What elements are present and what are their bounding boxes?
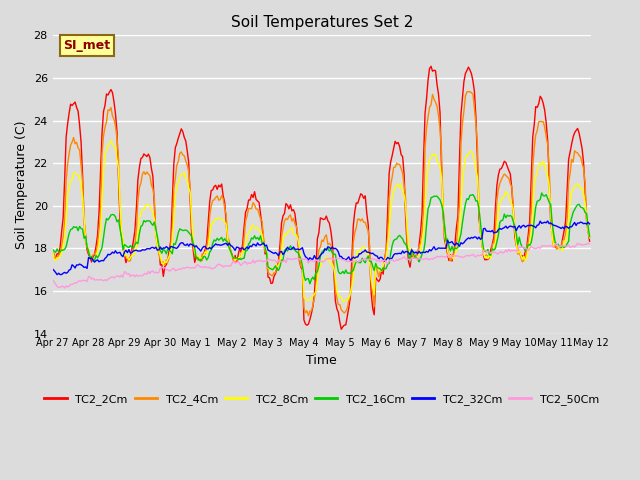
TC2_32Cm xyxy=(586,221,593,227)
Line: TC2_50Cm: TC2_50Cm xyxy=(52,243,589,288)
TC2_4Cm xyxy=(115,156,122,161)
TC2_32Cm xyxy=(53,272,61,277)
TC2_16Cm xyxy=(538,190,545,196)
TC2_50Cm xyxy=(228,260,236,266)
TC2_16Cm xyxy=(115,217,122,223)
TC2_2Cm xyxy=(227,248,234,254)
TC2_32Cm xyxy=(116,250,124,255)
TC2_2Cm xyxy=(559,236,566,241)
TC2_8Cm xyxy=(285,229,292,235)
TC2_4Cm xyxy=(586,235,593,241)
TC2_16Cm xyxy=(227,249,234,254)
TC2_16Cm xyxy=(586,234,593,240)
TC2_8Cm xyxy=(228,254,236,260)
TC2_50Cm xyxy=(285,256,292,262)
Legend: TC2_2Cm, TC2_4Cm, TC2_8Cm, TC2_16Cm, TC2_32Cm, TC2_50Cm: TC2_2Cm, TC2_4Cm, TC2_8Cm, TC2_16Cm, TC2… xyxy=(40,390,604,409)
TC2_2Cm xyxy=(236,245,243,251)
TC2_4Cm xyxy=(465,89,472,95)
Text: SI_met: SI_met xyxy=(63,39,111,52)
TC2_8Cm xyxy=(237,253,245,259)
TC2_4Cm xyxy=(209,198,216,204)
TC2_8Cm xyxy=(339,299,347,304)
TC2_4Cm xyxy=(49,249,56,254)
TC2_50Cm xyxy=(237,263,245,268)
TC2_50Cm xyxy=(211,265,218,271)
TC2_32Cm xyxy=(285,246,292,252)
TC2_16Cm xyxy=(236,256,243,262)
TC2_50Cm xyxy=(61,285,68,291)
Title: Soil Temperatures Set 2: Soil Temperatures Set 2 xyxy=(230,15,413,30)
TC2_50Cm xyxy=(557,243,565,249)
TC2_16Cm xyxy=(209,240,216,246)
TC2_16Cm xyxy=(284,248,291,254)
Line: TC2_8Cm: TC2_8Cm xyxy=(52,141,589,301)
TC2_8Cm xyxy=(49,249,56,254)
TC2_16Cm xyxy=(306,281,314,287)
TC2_32Cm xyxy=(49,266,56,272)
TC2_4Cm xyxy=(284,217,291,223)
TC2_4Cm xyxy=(236,256,243,262)
Line: TC2_4Cm: TC2_4Cm xyxy=(52,92,589,316)
TC2_32Cm xyxy=(228,243,236,249)
Line: TC2_16Cm: TC2_16Cm xyxy=(52,193,589,284)
TC2_4Cm xyxy=(305,313,312,319)
TC2_8Cm xyxy=(586,235,593,240)
Line: TC2_2Cm: TC2_2Cm xyxy=(52,66,589,329)
TC2_50Cm xyxy=(49,277,56,283)
TC2_50Cm xyxy=(116,274,124,280)
TC2_2Cm xyxy=(427,63,435,69)
TC2_8Cm xyxy=(211,217,218,223)
Line: TC2_32Cm: TC2_32Cm xyxy=(52,221,589,275)
TC2_32Cm xyxy=(237,245,245,251)
TC2_2Cm xyxy=(284,203,291,208)
Y-axis label: Soil Temperature (C): Soil Temperature (C) xyxy=(15,120,28,249)
TC2_2Cm xyxy=(49,249,56,255)
TC2_50Cm xyxy=(586,241,593,247)
X-axis label: Time: Time xyxy=(307,354,337,367)
TC2_2Cm xyxy=(586,238,593,244)
TC2_16Cm xyxy=(559,243,566,249)
TC2_32Cm xyxy=(211,242,218,248)
TC2_16Cm xyxy=(49,247,56,252)
TC2_32Cm xyxy=(544,218,552,224)
TC2_50Cm xyxy=(584,240,592,246)
TC2_8Cm xyxy=(116,199,124,204)
TC2_32Cm xyxy=(559,224,566,230)
TC2_2Cm xyxy=(115,175,122,180)
TC2_2Cm xyxy=(209,187,216,193)
TC2_4Cm xyxy=(559,238,566,244)
TC2_2Cm xyxy=(337,326,345,332)
TC2_8Cm xyxy=(559,248,566,254)
TC2_4Cm xyxy=(227,247,234,252)
TC2_8Cm xyxy=(107,138,115,144)
